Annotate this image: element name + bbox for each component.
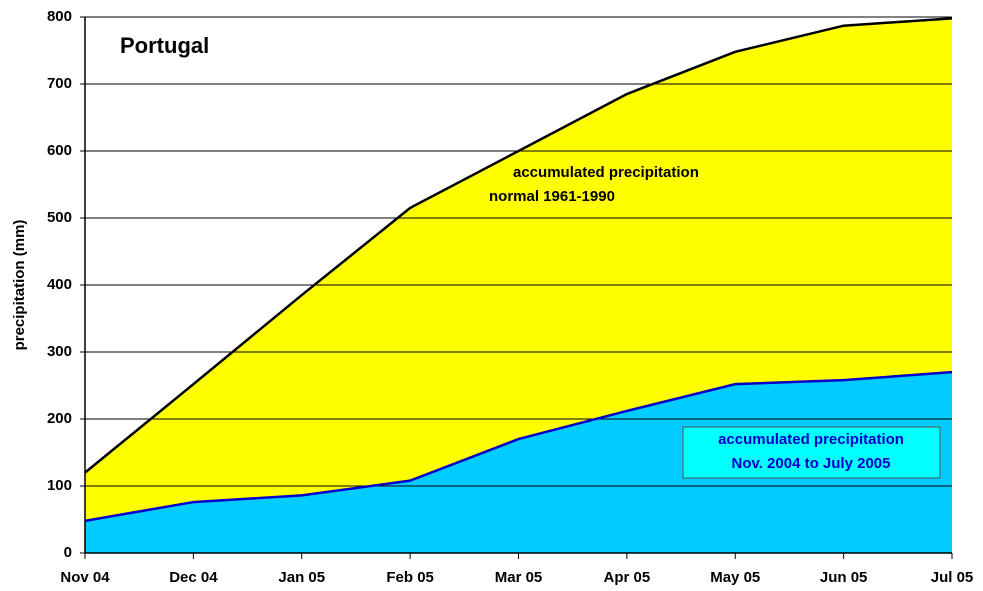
y-tick-label: 600 (47, 142, 72, 159)
chart-title: Portugal (120, 33, 209, 58)
y-tick-label: 0 (64, 544, 72, 561)
x-tick-label: Apr 05 (604, 569, 651, 586)
line (84, 17, 953, 474)
y-tick-label: 800 (47, 8, 72, 25)
x-tick-label: Jul 05 (931, 569, 974, 586)
x-tick-label: Mar 05 (495, 569, 543, 586)
annotation-box (682, 426, 941, 479)
annotation: accumulated precipitation (513, 164, 699, 181)
y-tick-label: 200 (47, 410, 72, 427)
y-tick-label: 400 (47, 276, 72, 293)
y-tick-label: 300 (47, 343, 72, 360)
area (85, 372, 952, 553)
x-tick-label: Jan 05 (278, 569, 325, 586)
x-tick-label: Jun 05 (820, 569, 868, 586)
y-tick-label: 700 (47, 75, 72, 92)
annotation: accumulated precipitation (718, 431, 904, 448)
line (84, 370, 953, 523)
x-tick-label: Dec 04 (169, 569, 218, 586)
x-tick-label: May 05 (710, 569, 760, 586)
y-tick-label: 100 (47, 477, 72, 494)
annotation: Nov. 2004 to July 2005 (732, 455, 891, 472)
annotation: normal 1961-1990 (489, 188, 615, 205)
x-tick-label: Nov 04 (60, 569, 110, 586)
y-tick-label: 500 (47, 209, 72, 226)
x-tick-label: Feb 05 (386, 569, 434, 586)
y-axis-label: precipitation (mm) (11, 220, 28, 351)
